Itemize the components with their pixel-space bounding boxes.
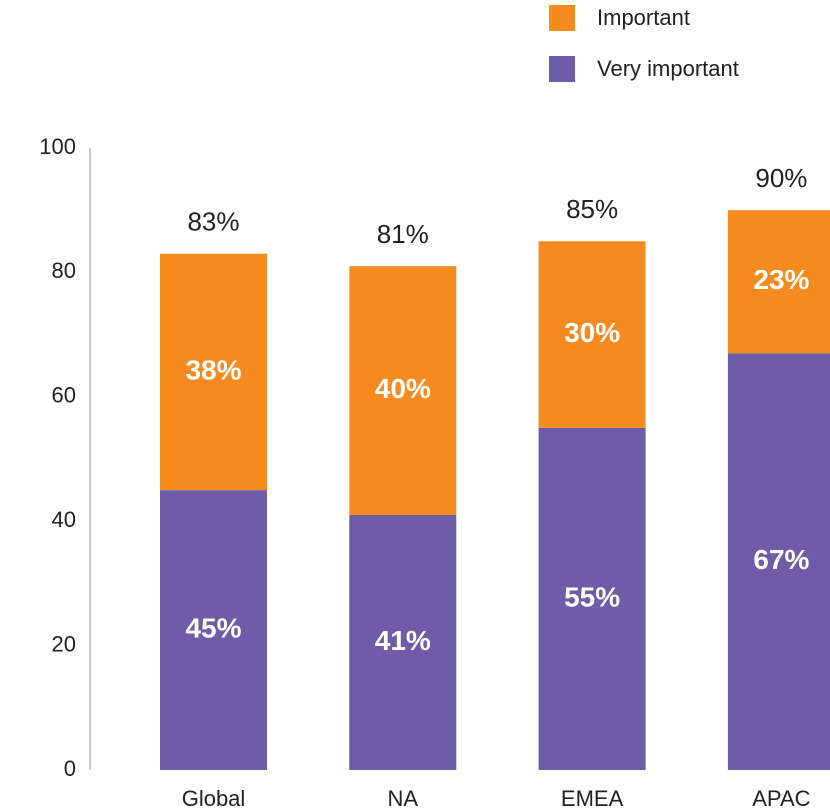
- x-tick-label: Global: [182, 786, 246, 810]
- data-label: 30%: [564, 317, 620, 348]
- legend-label: Very important: [597, 56, 739, 81]
- y-tick-label: 0: [64, 756, 76, 781]
- data-label: 41%: [375, 625, 431, 656]
- data-label: 45%: [185, 612, 241, 643]
- data-label: 38%: [185, 354, 241, 385]
- y-tick-label: 60: [52, 383, 76, 408]
- total-label: 81%: [377, 219, 429, 249]
- data-label: 67%: [753, 544, 809, 575]
- y-tick-label: 40: [52, 507, 76, 532]
- legend-label: Important: [597, 5, 690, 30]
- y-tick-label: 20: [52, 631, 76, 656]
- bar-segment: [538, 427, 646, 770]
- bar-segment: [727, 353, 830, 770]
- data-label: 23%: [753, 264, 809, 295]
- bar-segment: [727, 210, 830, 354]
- y-tick-label: 100: [39, 134, 76, 159]
- bar-segment: [349, 266, 457, 515]
- x-tick-label: NA: [388, 786, 419, 810]
- bar-segment: [349, 514, 457, 770]
- data-label: 40%: [375, 373, 431, 404]
- bar-segment: [538, 241, 646, 428]
- x-tick-label: EMEA: [561, 786, 624, 810]
- x-tick-label: APAC: [752, 786, 810, 810]
- bar-segment: [160, 253, 267, 491]
- total-label: 85%: [566, 194, 618, 224]
- bar-segment: [160, 490, 267, 770]
- data-label: 55%: [564, 581, 620, 612]
- total-label: 90%: [755, 163, 807, 193]
- y-tick-label: 80: [52, 258, 76, 283]
- legend-swatch: [549, 5, 575, 31]
- total-label: 83%: [187, 207, 239, 237]
- legend-swatch: [549, 56, 575, 82]
